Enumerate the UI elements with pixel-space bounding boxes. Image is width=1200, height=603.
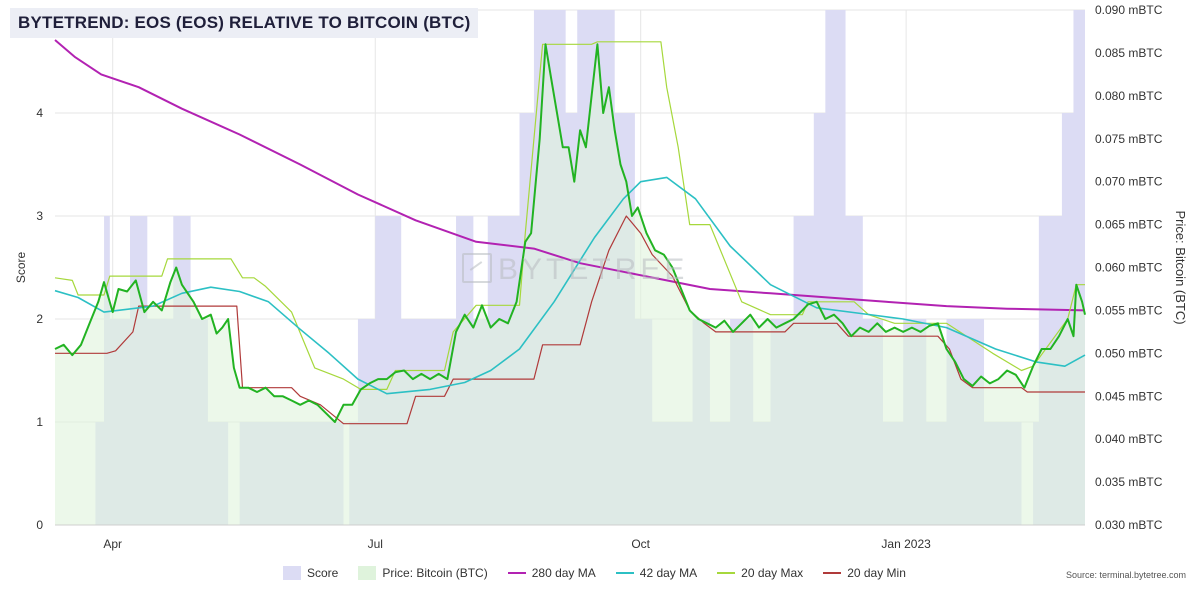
legend-swatch-20-day-max [717, 572, 736, 574]
y-right-tick-label: 0.050 mBTC [1095, 346, 1163, 360]
y-right-tick-label: 0.090 mBTC [1095, 3, 1163, 17]
y-right-tick-label: 0.045 mBTC [1095, 389, 1163, 403]
legend-item-20-day-min[interactable]: 20 day Min [823, 566, 906, 580]
series-line-price [54, 43, 1086, 423]
x-tick-label: Jan 2023 [881, 537, 931, 551]
legend-item-280-day-ma[interactable]: 280 day MA [507, 566, 596, 580]
source-note: Source: terminal.bytetree.com [1065, 570, 1186, 580]
chart-title-box: BYTETREND: EOS (EOS) RELATIVE TO BITCOIN… [10, 8, 479, 38]
x-tick-label: Jul [368, 537, 383, 551]
price-area [55, 44, 1085, 525]
y-right-tick-label: 0.060 mBTC [1095, 261, 1163, 275]
y-left-tick-label: 1 [36, 415, 43, 429]
y-right-tick-label: 0.040 mBTC [1095, 432, 1163, 446]
legend-item-price[interactable]: Price: Bitcoin (BTC) [358, 566, 488, 580]
legend-item-42-day-ma[interactable]: 42 day MA [615, 566, 698, 580]
legend-label-price: Price: Bitcoin (BTC) [382, 566, 488, 580]
y-right-tick-label: 0.070 mBTC [1095, 175, 1163, 189]
series-line-20-day-max [54, 41, 1085, 390]
legend: Score Price: Bitcoin (BTC) 280 day MA 42… [283, 566, 926, 580]
watermark-text: BYTETREE [498, 253, 689, 286]
y-right-tick-label: 0.035 mBTC [1095, 475, 1163, 489]
series-line-280-day-ma [54, 39, 1086, 312]
series-line-20-day-min [55, 215, 1085, 425]
legend-label-280-day-ma: 280 day MA [531, 566, 596, 580]
y-right-tick-label: 0.075 mBTC [1095, 132, 1163, 146]
series-line-42-day-ma [54, 176, 1086, 395]
legend-label-42-day-ma: 42 day MA [639, 566, 698, 580]
bytetree-logo-icon [462, 253, 492, 283]
legend-label-20-day-min: 20 day Min [847, 566, 906, 580]
y-left-tick-label: 0 [36, 518, 43, 532]
watermark: BYTETREE [462, 253, 688, 287]
y-right-tick-label: 0.085 mBTC [1095, 46, 1163, 60]
legend-label-score: Score [307, 566, 339, 580]
legend-swatch-20-day-min [823, 572, 842, 574]
x-tick-label: Apr [103, 537, 122, 551]
legend-item-score[interactable]: Score [283, 566, 338, 580]
legend-label-20-day-max: 20 day Max [741, 566, 804, 580]
y-left-tick-label: 3 [36, 209, 43, 223]
x-tick-label: Oct [631, 537, 650, 551]
y-left-axis-title: Score [14, 252, 28, 284]
y-right-tick-label: 0.030 mBTC [1095, 518, 1163, 532]
y-left-tick-label: 2 [36, 312, 43, 326]
y-left-tick-label: 4 [36, 106, 43, 120]
y-right-tick-label: 0.065 mBTC [1095, 218, 1163, 232]
legend-swatch-score [283, 566, 301, 580]
legend-item-20-day-max[interactable]: 20 day Max [717, 566, 803, 580]
legend-swatch-42-day-ma [615, 572, 634, 574]
y-right-axis-title: Price: Bitcoin (BTC) [1173, 210, 1188, 324]
y-right-tick-label: 0.080 mBTC [1095, 89, 1163, 103]
price-fill-area [55, 44, 1085, 525]
axes: 0 1 2 3 4 Apr Jul Oct Jan 2023 0.030 mBTC 0.035 mB… [14, 3, 1188, 551]
chart-title: BYTETREND: EOS (EOS) RELATIVE TO BITCOIN… [18, 13, 471, 32]
series-lines [54, 39, 1086, 425]
legend-swatch-280-day-ma [507, 572, 526, 574]
legend-swatch-price [358, 566, 377, 580]
y-right-tick-label: 0.055 mBTC [1095, 303, 1163, 317]
